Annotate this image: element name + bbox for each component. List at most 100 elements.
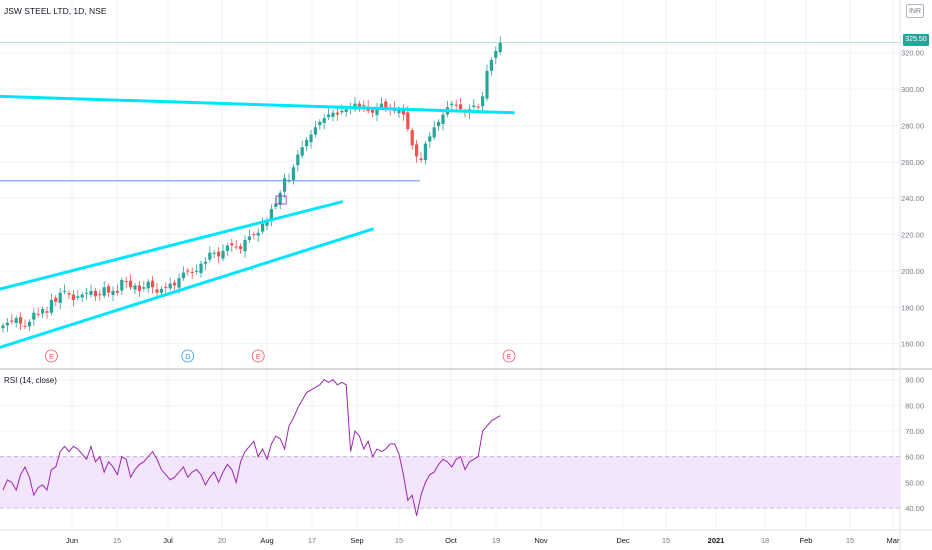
candle-body bbox=[41, 309, 45, 314]
earnings-marker-circle bbox=[502, 349, 516, 363]
candle-body bbox=[164, 286, 168, 288]
candle-body bbox=[76, 296, 80, 298]
candle-body bbox=[173, 282, 177, 286]
earnings-marker[interactable]: E bbox=[251, 349, 265, 363]
candle-body bbox=[239, 246, 243, 250]
candle-body bbox=[155, 289, 159, 293]
trendline-group[interactable] bbox=[0, 94, 515, 349]
candle-body bbox=[124, 281, 128, 283]
candle-body bbox=[27, 321, 31, 327]
candle-body bbox=[454, 104, 458, 106]
candle-body bbox=[146, 281, 150, 289]
candle-body bbox=[335, 112, 339, 115]
time-tick-label: 18 bbox=[761, 536, 769, 545]
time-tick-label: 19 bbox=[492, 536, 500, 545]
candle-body bbox=[19, 317, 23, 324]
candle-body bbox=[296, 154, 300, 166]
time-tick-label: Oct bbox=[445, 536, 458, 545]
chart-title: JSW STEEL LTD, 1D, NSE bbox=[4, 6, 107, 16]
candle-body bbox=[234, 246, 238, 248]
candle-body bbox=[375, 107, 379, 115]
time-axis-labels[interactable]: Jun 15 Jul 20 Aug 17 Sep 15 Oct 19 Nov Dec 15 2021 18 F… bbox=[66, 536, 900, 545]
candle-body bbox=[318, 121, 322, 126]
candle-body bbox=[459, 104, 463, 110]
dividend-marker-circle bbox=[181, 349, 195, 363]
candle-body bbox=[489, 60, 493, 71]
time-tick-label: Mar bbox=[887, 536, 900, 545]
candle-body bbox=[322, 118, 326, 123]
time-tick-label: 15 bbox=[662, 536, 670, 545]
rsi-tick-label: 60.00 bbox=[905, 453, 924, 462]
candle-body bbox=[384, 101, 388, 108]
candle-body bbox=[1, 325, 5, 329]
candle-body bbox=[410, 130, 414, 146]
rsi-axis-labels[interactable]: 90.00 80.00 70.00 60.00 50.00 40.00 bbox=[905, 376, 924, 513]
candle-body bbox=[71, 294, 75, 300]
candle-body bbox=[441, 114, 445, 124]
trendline[interactable] bbox=[0, 94, 515, 115]
candle-body bbox=[195, 270, 199, 272]
last-price-badge: 325.50 bbox=[903, 34, 929, 46]
candle-body bbox=[432, 127, 436, 138]
time-tick-label: 15 bbox=[113, 536, 121, 545]
candle-body bbox=[63, 290, 67, 292]
candle-body bbox=[168, 283, 172, 289]
candle-body bbox=[115, 290, 119, 293]
candle-body bbox=[283, 178, 287, 192]
candle-body bbox=[313, 127, 317, 135]
price-tick-label: 200.00 bbox=[901, 267, 924, 276]
candle-body bbox=[120, 280, 124, 291]
price-axis-labels[interactable]: 320.00 300.00 280.00 260.00 240.00 220.00 200.… bbox=[901, 49, 924, 349]
candle-body bbox=[498, 42, 502, 52]
candle-body bbox=[269, 209, 273, 220]
earnings-marker-label: E bbox=[49, 354, 54, 361]
candle-body bbox=[397, 109, 401, 114]
candle-body bbox=[291, 167, 295, 180]
candle-body bbox=[428, 136, 432, 142]
candle-body bbox=[256, 232, 260, 236]
trendline[interactable] bbox=[0, 200, 344, 291]
candle-body bbox=[177, 278, 181, 288]
candle-body bbox=[5, 322, 9, 326]
currency-badge[interactable]: INR bbox=[906, 4, 924, 18]
candle-body bbox=[10, 320, 14, 322]
trendline[interactable] bbox=[0, 227, 375, 349]
candle-body bbox=[419, 158, 423, 160]
candle-body bbox=[340, 110, 344, 113]
candle-body bbox=[243, 240, 247, 252]
candle-body bbox=[481, 96, 485, 107]
candle-body bbox=[379, 103, 383, 108]
candle-body bbox=[485, 70, 489, 99]
candle-body bbox=[450, 103, 454, 106]
candle-body bbox=[54, 297, 58, 302]
time-tick-label: Jun bbox=[66, 536, 78, 545]
candle-body bbox=[406, 112, 410, 130]
time-tick-label: Aug bbox=[260, 536, 273, 545]
candle-body bbox=[309, 134, 313, 143]
dividend-marker-label: D bbox=[185, 354, 190, 361]
candle-body bbox=[67, 293, 71, 295]
price-tick-label: 320.00 bbox=[901, 49, 924, 58]
candle-body bbox=[331, 112, 335, 117]
rsi-tick-label: 90.00 bbox=[905, 376, 924, 385]
candle-body bbox=[423, 143, 427, 160]
candle-body bbox=[159, 289, 163, 293]
candle-body bbox=[287, 180, 291, 181]
candle-body bbox=[230, 243, 234, 246]
candle-body bbox=[344, 109, 348, 112]
earnings-marker[interactable]: E bbox=[502, 349, 516, 363]
candle-body bbox=[371, 109, 375, 113]
candle-body bbox=[305, 140, 309, 147]
candle-body bbox=[274, 203, 278, 207]
candle-body bbox=[265, 220, 269, 226]
dividend-marker[interactable]: D bbox=[181, 349, 195, 363]
price-tick-label: 300.00 bbox=[901, 85, 924, 94]
time-tick-label: Dec bbox=[616, 536, 630, 545]
time-tick-label: Nov bbox=[534, 536, 548, 545]
candle-body bbox=[98, 294, 102, 296]
price-tick-label: 160.00 bbox=[901, 340, 924, 349]
earnings-marker[interactable]: E bbox=[45, 349, 58, 363]
candle-body bbox=[221, 250, 225, 259]
